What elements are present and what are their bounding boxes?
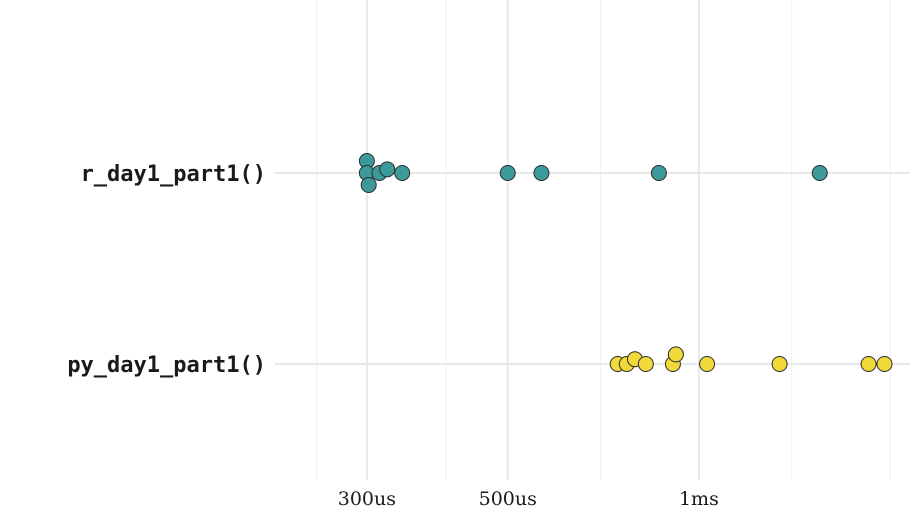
points-layer [358, 153, 893, 372]
data-point [533, 165, 550, 181]
data-point [499, 165, 516, 181]
data-point [860, 356, 877, 372]
category-label: r_day1_part1() [81, 162, 266, 187]
x-axis: 300us 500us 1ms [338, 488, 719, 510]
data-point [876, 356, 893, 372]
data-point [394, 165, 411, 181]
data-point [650, 165, 667, 181]
data-point [771, 356, 788, 372]
x-tick-label: 300us [338, 488, 396, 510]
category-label: py_day1_part1() [67, 353, 266, 378]
category-axis: r_day1_part1() py_day1_part1() [67, 162, 266, 378]
data-point [811, 165, 828, 181]
data-point [360, 177, 377, 193]
data-point [637, 356, 654, 372]
grid-layer [275, 0, 910, 480]
data-point [699, 356, 716, 372]
data-point [379, 161, 396, 178]
x-tick-label: 500us [479, 488, 537, 510]
x-tick-label: 1ms [679, 488, 719, 510]
data-point [667, 346, 684, 363]
